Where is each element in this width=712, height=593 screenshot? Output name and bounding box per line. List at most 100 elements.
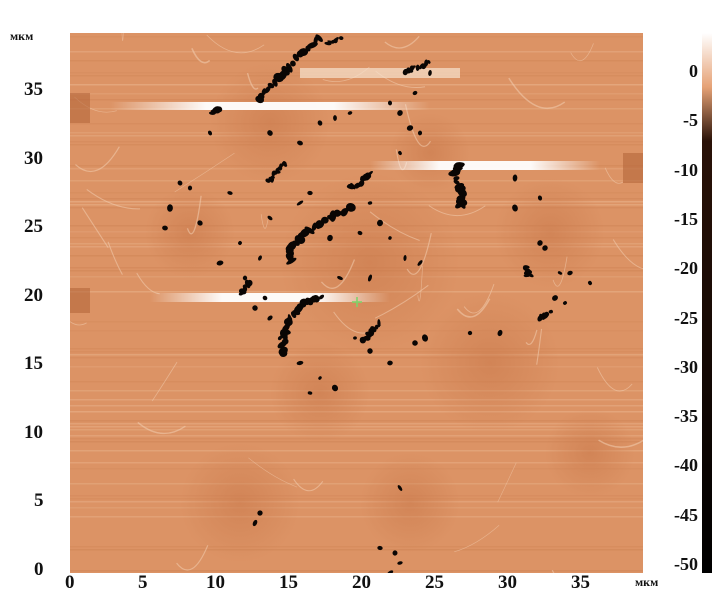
bright-streaks [70, 68, 643, 313]
dark-spot [290, 60, 296, 67]
dark-spot [177, 180, 183, 186]
dark-spot [397, 485, 403, 491]
dark-spot [327, 234, 333, 242]
dark-spot [255, 95, 265, 104]
dark-spot [412, 340, 418, 346]
colorbar-tick-label: -45 [674, 504, 698, 525]
dark-spot [197, 220, 203, 226]
dark-spot [412, 90, 418, 96]
dark-spot [271, 170, 276, 177]
surface-vein [248, 457, 298, 488]
dark-spot [567, 270, 573, 276]
scan-line [70, 435, 643, 437]
dark-spot [537, 240, 543, 246]
scan-line [70, 84, 643, 86]
x-tick-label: 15 [279, 572, 298, 593]
surface-vein [186, 195, 202, 235]
scan-line [70, 483, 643, 485]
dark-spot [331, 384, 339, 392]
surface-vein [604, 167, 624, 184]
surface-vein [86, 188, 140, 210]
surface-patch [360, 453, 460, 553]
x-tick-label: 10 [206, 572, 225, 593]
dark-spot [367, 348, 373, 354]
dark-spot [285, 62, 293, 73]
surface-vein [612, 239, 643, 270]
dark-spot [296, 50, 304, 58]
dark-spot [317, 120, 323, 126]
surface-vein [176, 545, 209, 571]
dark-spot [279, 349, 288, 358]
surface-vein [596, 367, 633, 392]
surface-vein [536, 328, 543, 365]
dark-spot [311, 222, 317, 231]
dark-spot [365, 333, 372, 338]
surface-vein [406, 233, 432, 275]
dark-spot [397, 110, 403, 116]
surface-vein [260, 214, 269, 229]
scan-line [70, 450, 643, 452]
colorbar-tick-label: -30 [674, 356, 698, 377]
dark-spot [357, 230, 363, 236]
dark-spot [290, 311, 297, 319]
dark-spot [338, 36, 344, 41]
surface-vein [384, 35, 420, 49]
surface-vein [525, 329, 538, 346]
surface-vein [417, 265, 423, 302]
dark-spot [208, 111, 215, 115]
scan-line [70, 516, 643, 518]
dark-spot [367, 274, 373, 282]
dark-spot [238, 241, 242, 245]
scan-line [70, 135, 643, 137]
surface-patch [420, 293, 560, 433]
dark-spot [467, 330, 473, 336]
surface-vein [320, 259, 356, 289]
dark-spot [512, 204, 518, 212]
scan-line [70, 144, 643, 146]
scan-line [70, 546, 643, 548]
dark-spot [340, 208, 348, 217]
y-tick-label: 20 [24, 284, 43, 306]
dark-spot [359, 337, 366, 344]
surface-vein [508, 77, 566, 110]
surface-patch [545, 408, 635, 498]
surface-vein [369, 211, 420, 241]
scan-line [70, 51, 643, 53]
colorbar-tick-label: -35 [674, 406, 698, 427]
scan-line [70, 468, 643, 470]
scan-line [70, 36, 643, 38]
dark-spot [526, 272, 534, 278]
bright-streak [150, 293, 390, 302]
y-tick-label: 15 [24, 353, 43, 374]
dark-spot [428, 70, 432, 76]
dark-spot [415, 64, 420, 71]
dark-spot [448, 170, 461, 177]
y-tick-label: 25 [24, 216, 43, 237]
colorbar-tick-label: -15 [674, 208, 698, 229]
dark-spot [257, 510, 263, 516]
y-tick-label: 5 [34, 490, 44, 511]
y-tick-label: 35 [24, 79, 43, 100]
dark-spot [267, 215, 273, 221]
surface-vein [121, 33, 124, 41]
surface-patch [210, 63, 330, 183]
scan-line [70, 498, 643, 500]
colorbar-gradient [702, 33, 712, 573]
dark-spot [392, 550, 398, 556]
scan-line [70, 60, 643, 62]
dark-spot [327, 40, 335, 44]
dark-spot [398, 150, 402, 156]
surface-vein [70, 321, 87, 326]
colorbar-tick-label: -5 [683, 110, 698, 131]
dark-spot [297, 140, 303, 146]
dark-spot [512, 174, 518, 182]
y-tick-label: 30 [24, 147, 43, 169]
bright-streak [110, 102, 430, 110]
dark-spot [367, 201, 373, 205]
y-tick-label: 10 [24, 421, 43, 443]
dark-spot [307, 190, 313, 196]
x-tick-label: 25 [425, 572, 444, 593]
dark-spot [537, 314, 544, 322]
scan-line [70, 570, 643, 572]
afm-map-image [70, 33, 643, 573]
